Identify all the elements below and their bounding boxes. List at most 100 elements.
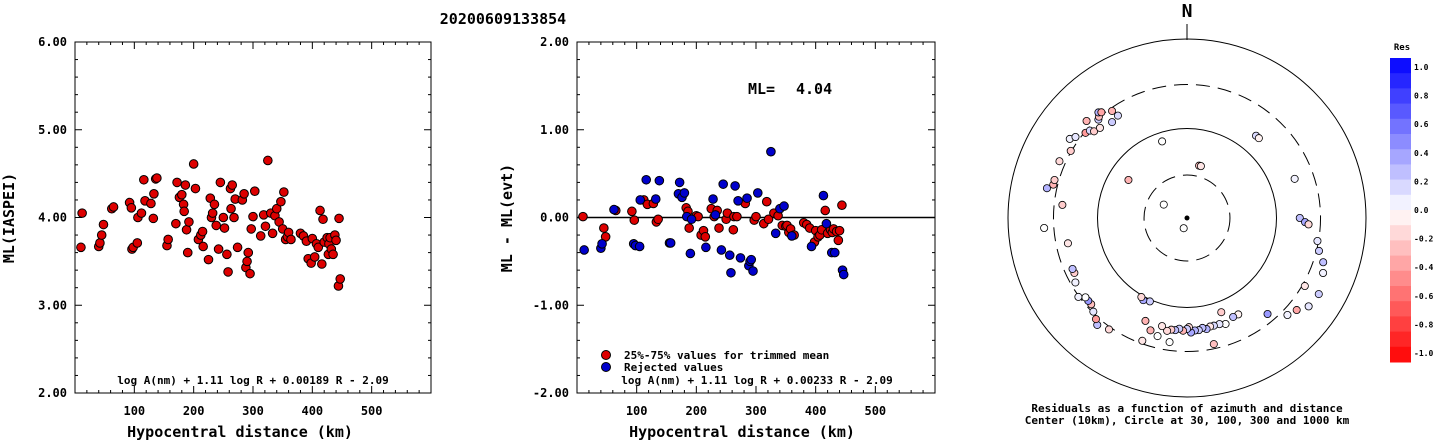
station-residual-point — [1304, 302, 1313, 311]
station-residual-point — [1179, 224, 1188, 233]
colorbar-tick-label: -1.0 — [1414, 349, 1433, 358]
station-residual-point — [1159, 200, 1168, 209]
station-point — [276, 196, 286, 207]
station-residual-point — [1081, 293, 1090, 302]
station-residual-point — [1104, 325, 1113, 334]
station-point — [218, 212, 229, 223]
colorbar-cell — [1390, 346, 1411, 363]
station-point — [139, 174, 149, 185]
rejected-point — [730, 181, 740, 191]
rejected-point — [654, 175, 665, 186]
rejected-point — [685, 248, 696, 259]
ml-label: ML= — [748, 80, 775, 98]
colorbar-tick-label: 0.0 — [1414, 206, 1429, 215]
station-residual-point — [1042, 184, 1051, 193]
accepted-point — [837, 200, 847, 211]
residual-colorbar: Res 1.0 0.8 0.6 0.4 0.2 0.0 -0.2 -0.4 -0.6 -0.8 -1… — [1390, 43, 1433, 363]
station-residual-point — [1113, 111, 1122, 120]
rejected-point — [779, 201, 789, 211]
station-point — [286, 234, 296, 245]
accepted-point — [627, 206, 637, 217]
rejected-point — [718, 179, 728, 189]
rejected-point — [787, 231, 797, 241]
formula-label: log A(nm) + 1.11 log R + 0.00233 R - 2.0… — [621, 374, 893, 387]
station-point — [263, 155, 273, 166]
station-residual-point — [1108, 106, 1117, 115]
rejected-point — [724, 250, 735, 261]
station-residual-point — [1295, 213, 1304, 222]
rejected-point — [838, 269, 849, 280]
station-point — [148, 213, 159, 224]
station-point — [182, 247, 193, 258]
x-tick-label: 200 — [183, 404, 205, 418]
station-point — [248, 211, 258, 222]
station-point — [215, 177, 226, 188]
x-tick-label: 300 — [242, 404, 264, 418]
station-residual-point — [1196, 162, 1205, 171]
station-point — [239, 189, 249, 199]
colorbar-cell — [1390, 316, 1411, 333]
rejected-point — [635, 195, 646, 205]
station-point — [198, 241, 208, 252]
colorbar-cell — [1390, 255, 1411, 272]
station-residual-point — [1089, 307, 1098, 316]
station-point — [171, 218, 181, 229]
station-residual-point — [1091, 315, 1100, 324]
y-axis-label: ML(IASPEI) — [0, 173, 18, 263]
station-residual-point — [1141, 316, 1150, 325]
station-point — [229, 212, 239, 223]
station-point — [181, 224, 192, 235]
ring-30km — [1143, 174, 1231, 262]
ring-300km — [1052, 83, 1322, 353]
station-point — [211, 220, 222, 231]
station-point — [76, 242, 86, 253]
station-residual-point — [1058, 200, 1067, 209]
accepted-point — [629, 215, 640, 225]
rejected-point — [821, 218, 832, 229]
y-tick-label: -1.00 — [533, 298, 569, 312]
station-point — [246, 224, 257, 234]
station-point — [77, 208, 87, 218]
data-points — [76, 155, 346, 291]
station-residual-point — [1137, 293, 1146, 302]
x-tick-label: 400 — [301, 404, 323, 418]
accepted-point — [763, 214, 774, 225]
station-residual-point — [1165, 338, 1174, 347]
station-point — [267, 228, 278, 239]
station-residual-point — [1108, 118, 1117, 127]
accepted-point — [578, 211, 588, 222]
x-tick-label: 200 — [685, 404, 707, 418]
station-residual-point — [1095, 123, 1104, 132]
station-point — [213, 244, 224, 254]
accepted-point — [732, 211, 742, 222]
station-residual-point — [1055, 157, 1064, 166]
rejected-point — [735, 253, 746, 263]
station-point — [190, 183, 201, 194]
formula-label: log A(nm) + 1.11 log R + 0.00189 R - 2.0… — [117, 374, 389, 387]
y-tick-label: 1.00 — [540, 123, 569, 137]
station-point — [334, 213, 344, 224]
station-point — [184, 217, 194, 227]
station-residual-point — [1071, 278, 1080, 287]
station-point — [249, 186, 260, 196]
rejected-point — [686, 214, 697, 225]
rejected-point — [650, 194, 661, 204]
station-point — [271, 203, 282, 214]
station-point — [136, 208, 147, 218]
x-axis-label: Hypocentral distance (km) — [629, 423, 855, 441]
station-residual-point — [1300, 282, 1309, 291]
station-point — [315, 205, 325, 216]
station-point — [309, 252, 320, 262]
station-residual-point — [1283, 310, 1292, 319]
rejected-point — [818, 190, 829, 201]
rejected-point — [726, 267, 736, 278]
station-residual-point — [1319, 268, 1328, 277]
accepted-point — [728, 224, 739, 235]
station-point — [243, 247, 254, 258]
station-residual-point — [1138, 336, 1147, 345]
station-residual-point — [1163, 326, 1172, 335]
rejected-point — [752, 188, 763, 198]
station-point — [209, 199, 220, 210]
data-points — [578, 146, 849, 280]
station-residual-point — [1290, 174, 1299, 183]
